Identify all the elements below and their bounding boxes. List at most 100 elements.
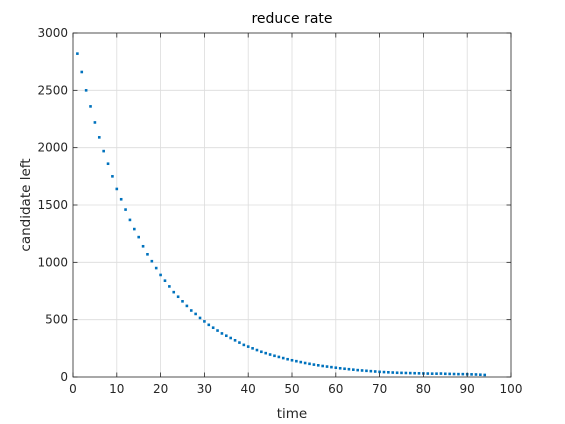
data-point: [242, 343, 246, 347]
data-point: [185, 304, 189, 308]
data-point: [229, 336, 232, 340]
data-point: [347, 367, 351, 371]
data-point: [268, 353, 272, 356]
data-point: [444, 372, 447, 376]
data-point: [97, 136, 101, 139]
x-tick-label: 40: [241, 382, 256, 396]
data-point: [312, 363, 316, 366]
data-point: [189, 309, 193, 312]
data-point: [246, 345, 250, 348]
x-tick-label: 70: [372, 382, 387, 396]
x-tick-label: 100: [500, 382, 523, 396]
data-point: [76, 52, 79, 55]
data-point: [395, 371, 399, 375]
y-tick-label: 2000: [37, 141, 68, 155]
data-point: [373, 370, 377, 373]
data-point: [290, 358, 294, 362]
data-point: [264, 351, 268, 355]
x-tick-label: 60: [328, 382, 343, 396]
data-point: [295, 359, 298, 363]
data-point: [303, 361, 307, 365]
data-point: [483, 373, 487, 377]
data-point: [286, 357, 289, 361]
y-tick-label: 1500: [37, 198, 68, 212]
data-point: [119, 197, 123, 201]
data-point: [84, 89, 88, 92]
x-tick-label: 50: [284, 382, 299, 396]
data-point: [448, 372, 451, 376]
y-tick-label: 500: [45, 313, 68, 327]
data-point: [435, 372, 438, 375]
axis-ticks: [72, 32, 512, 378]
y-tick-labels: 0 500 1000 1500 2000 2500 3000: [37, 26, 68, 384]
data-point: [360, 369, 364, 372]
data-point: [356, 368, 359, 372]
data-point: [238, 341, 241, 344]
data-point: [225, 334, 228, 338]
data-point: [159, 273, 162, 277]
x-tick-label: 80: [416, 382, 431, 396]
data-point: [93, 121, 97, 124]
data-point: [452, 372, 456, 376]
data-point: [308, 362, 311, 366]
x-tick-label: 10: [109, 382, 124, 396]
data-point: [338, 366, 342, 370]
x-tick-label: 20: [153, 382, 168, 396]
data-point: [141, 244, 145, 248]
data-point: [330, 365, 333, 369]
x-tick-labels: 0 10 20 30 40 50 60 70 80 90 100: [69, 382, 522, 396]
data-point: [128, 218, 132, 222]
data-point: [461, 372, 465, 376]
data-point: [343, 367, 346, 371]
x-tick-label: 90: [460, 382, 475, 396]
data-point: [408, 371, 412, 375]
data-point: [417, 372, 421, 375]
data-point: [321, 364, 324, 368]
data-point: [439, 372, 443, 375]
data-point: [102, 149, 105, 153]
data-point: [154, 266, 158, 270]
data-point: [176, 295, 180, 299]
data-point: [220, 332, 224, 335]
y-axis-label: candidate left: [18, 158, 34, 251]
data-points: [76, 52, 487, 377]
data-point: [194, 312, 197, 316]
data-point: [216, 329, 219, 332]
data-point: [211, 326, 215, 329]
data-point: [400, 371, 403, 375]
data-point: [133, 227, 136, 231]
data-point: [457, 372, 460, 376]
data-point: [137, 235, 140, 239]
data-point: [181, 300, 184, 303]
data-point: [281, 356, 285, 360]
data-point: [233, 339, 237, 342]
data-point: [89, 105, 92, 108]
data-point: [369, 369, 373, 373]
data-point: [150, 259, 154, 263]
x-axis-label: time: [277, 406, 308, 422]
data-point: [325, 365, 329, 368]
data-point: [163, 279, 167, 282]
data-point: [115, 187, 119, 191]
data-point: [273, 354, 276, 358]
data-point: [316, 364, 320, 367]
data-point: [251, 347, 254, 350]
data-point: [479, 373, 482, 377]
data-point: [80, 70, 84, 74]
data-point: [299, 360, 303, 364]
data-point: [352, 368, 355, 371]
data-point: [387, 370, 390, 374]
data-point: [172, 290, 176, 294]
data-point: [470, 373, 473, 376]
y-tick-label: 2500: [37, 83, 68, 97]
data-point: [404, 371, 408, 375]
data-point: [334, 366, 338, 370]
data-point: [391, 371, 395, 374]
x-tick-label: 0: [69, 382, 77, 396]
data-point: [430, 372, 434, 375]
data-point: [106, 162, 110, 166]
chart-title: reduce rate: [251, 11, 332, 27]
y-tick-label: 3000: [37, 26, 68, 40]
data-point: [382, 370, 386, 374]
